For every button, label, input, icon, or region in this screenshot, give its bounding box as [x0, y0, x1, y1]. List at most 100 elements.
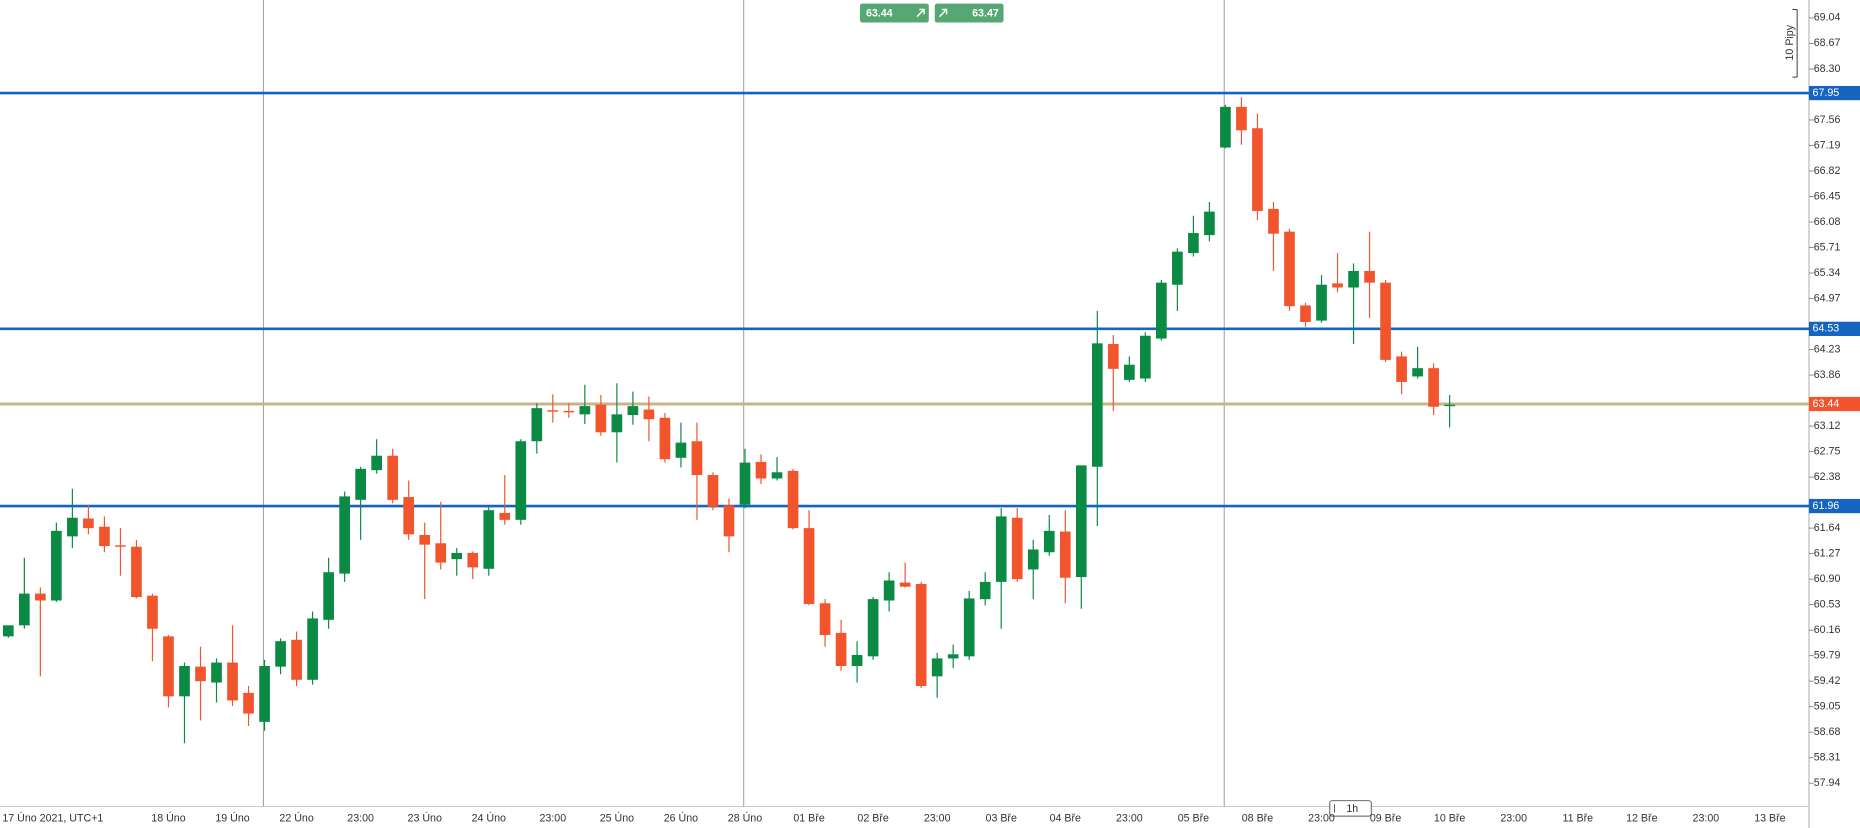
candle-body: [1284, 231, 1295, 307]
candle-body: [691, 441, 703, 476]
candle-body: [867, 599, 879, 657]
x-tick-label: 23:00: [924, 812, 951, 824]
y-tick-label: 58.31: [1814, 752, 1841, 764]
candle-body: [1059, 531, 1071, 578]
candle-body: [371, 455, 382, 471]
candle-body: [835, 632, 847, 666]
candle-body: [1124, 364, 1135, 380]
x-tick-label: 08 Bře: [1242, 812, 1273, 824]
y-tick-label: 61.27: [1814, 547, 1841, 559]
candle-body: [1011, 517, 1023, 580]
candle-body: [35, 593, 46, 601]
candle-body: [355, 468, 366, 500]
sell-button[interactable]: [860, 3, 929, 23]
candle-body: [899, 582, 911, 587]
x-tick-label: 23:00: [1308, 812, 1335, 824]
candle-body: [515, 441, 527, 520]
candle-body: [483, 510, 495, 569]
candle-body: [755, 461, 767, 479]
y-tick-label: 63.12: [1814, 420, 1841, 432]
candle-body: [1220, 106, 1231, 148]
candle-body: [659, 417, 671, 460]
trade-buttons[interactable]: 63.44 63.47: [860, 3, 1004, 23]
candle-body: [19, 593, 30, 626]
candle-body: [1396, 356, 1407, 382]
candle-body: [995, 516, 1007, 582]
x-tick-label: 23:00: [1693, 812, 1720, 824]
y-tick-label: 69.04: [1814, 12, 1841, 24]
candle-body: [1268, 208, 1279, 234]
x-tick-label: 23:00: [1116, 812, 1143, 824]
candle-body: [771, 472, 783, 479]
candle-body: [451, 552, 463, 560]
y-tick-label: 60.16: [1814, 624, 1841, 636]
candle-body: [627, 406, 639, 416]
candle-body: [1188, 233, 1199, 254]
candle-body: [339, 496, 350, 574]
x-tick-label: 17 Úno 2021, UTC+1: [2, 811, 103, 824]
candle-body: [1236, 106, 1247, 131]
x-tick-label: 23:00: [1500, 812, 1527, 824]
buy-price: 63.47: [972, 7, 999, 19]
y-tick-label: 61.64: [1814, 522, 1841, 534]
y-tick-label: 66.45: [1814, 190, 1841, 202]
candle-body: [323, 572, 334, 620]
candle-body: [67, 517, 78, 537]
candle-body: [1412, 368, 1423, 377]
level-badge-label: 61.96: [1813, 500, 1840, 512]
candle-body: [195, 666, 206, 682]
y-tick-label: 62.38: [1814, 471, 1841, 483]
y-tick-label: 60.53: [1814, 598, 1841, 610]
x-tick-label: 11 Bře: [1562, 812, 1593, 824]
current-price-label: 63.44: [1813, 398, 1840, 410]
x-tick-label: 09 Bře: [1370, 812, 1401, 824]
candle-body: [147, 595, 158, 629]
candle-body: [99, 526, 110, 547]
y-tick-label: 67.19: [1814, 139, 1841, 151]
candle-body: [643, 409, 655, 420]
candle-body: [1156, 282, 1167, 339]
candle-body: [499, 512, 511, 520]
x-tick-label: 24 Úno: [472, 811, 506, 824]
x-tick-label: 18 Úno: [151, 811, 185, 824]
sell-price: 63.44: [866, 7, 893, 19]
buy-button[interactable]: [934, 3, 1004, 23]
y-tick-label: 59.79: [1814, 649, 1841, 661]
y-tick-label: 59.05: [1814, 700, 1841, 712]
candle-body: [675, 442, 687, 458]
candle-body: [1380, 282, 1391, 360]
y-tick-label: 58.68: [1814, 726, 1841, 738]
candle-body: [259, 665, 270, 722]
candle-body: [963, 598, 975, 657]
candle-body: [819, 603, 831, 635]
candle-body: [467, 552, 479, 568]
candle-body: [579, 406, 591, 415]
candle-body: [275, 641, 286, 667]
candle-body: [1444, 404, 1455, 407]
candle-body: [227, 662, 238, 701]
y-tick-label: 67.56: [1814, 114, 1841, 126]
timeframe-box[interactable]: [1329, 800, 1372, 817]
y-tick-label: 57.94: [1814, 777, 1841, 789]
candle-body: [1172, 251, 1183, 285]
candle-body: [1348, 270, 1359, 288]
candle-body: [563, 410, 575, 413]
x-tick-label: 04 Bře: [1050, 812, 1081, 824]
candle-body: [1043, 530, 1055, 553]
candle-body: [403, 497, 415, 535]
candle-body: [1027, 549, 1039, 570]
x-tick-label: 23:00: [539, 812, 566, 824]
level-badge: [1808, 321, 1860, 336]
y-tick-label: 66.82: [1814, 165, 1841, 177]
pip-scale-label: 10 Pipy: [1784, 24, 1796, 60]
candle-body: [979, 581, 991, 600]
level-badge-label: 64.53: [1813, 323, 1840, 335]
timeframe[interactable]: 1h: [1329, 800, 1372, 817]
candle-body: [1300, 305, 1311, 322]
candle-body: [595, 404, 607, 433]
candle-body: [419, 535, 431, 545]
level-badge: [1808, 85, 1860, 101]
y-tick-label: 66.08: [1814, 216, 1841, 228]
candle-body: [787, 470, 799, 529]
candle-body: [1316, 284, 1327, 321]
